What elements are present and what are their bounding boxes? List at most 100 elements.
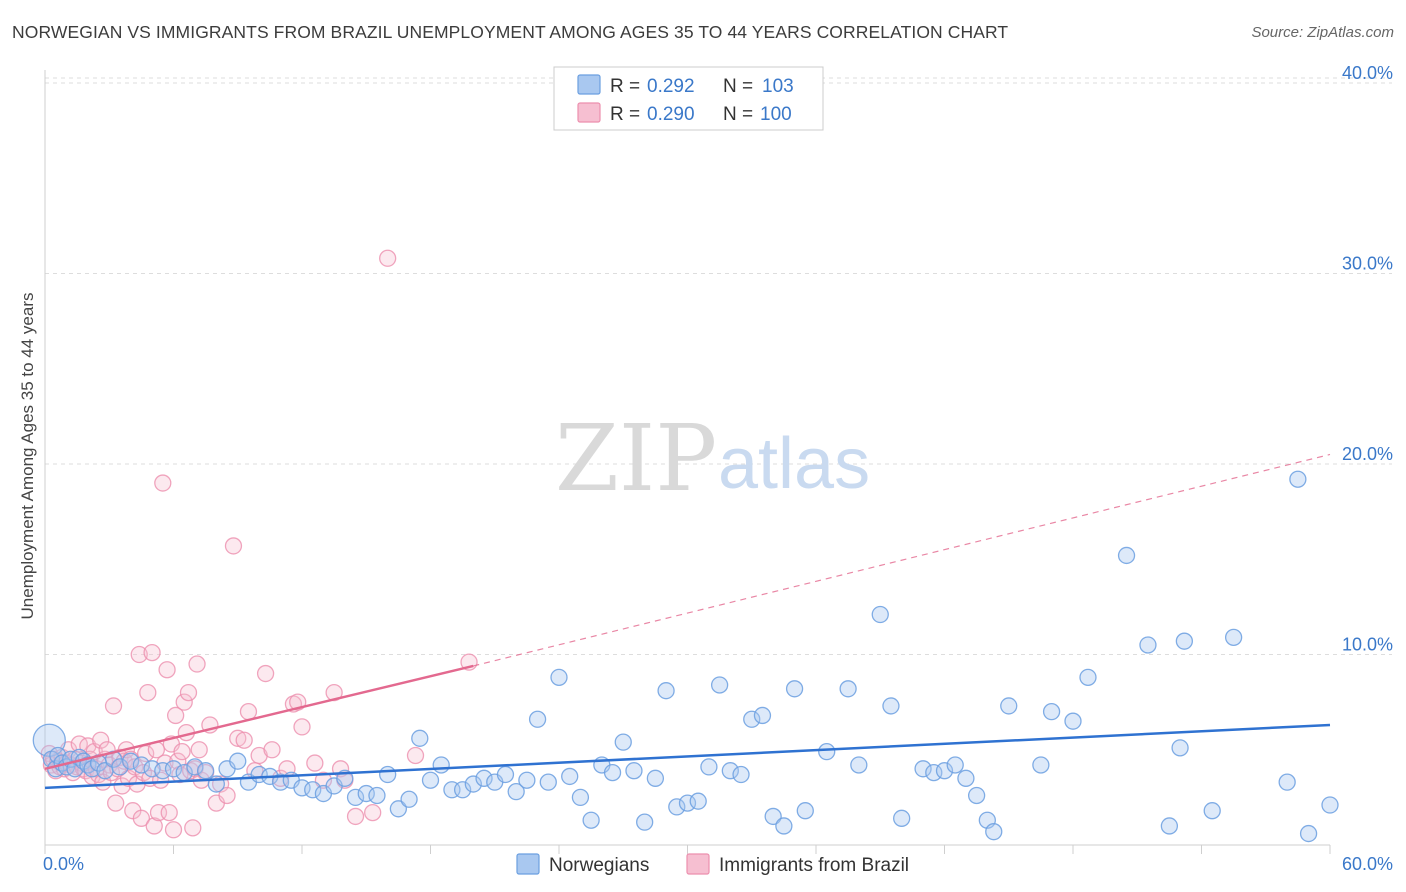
watermark-zip: ZIP	[555, 405, 717, 512]
norwegian-point	[561, 767, 579, 786]
norwegian-point	[411, 729, 429, 747]
norwegian-point	[689, 792, 707, 810]
brazil-point	[190, 741, 208, 759]
norwegian-point	[1000, 697, 1018, 715]
brazil-point	[314, 771, 333, 789]
norwegian-point	[293, 779, 311, 797]
norwegian-point	[668, 798, 686, 816]
trend-lines	[44, 453, 1331, 790]
norwegian-point	[122, 752, 140, 770]
norwegian-point	[710, 676, 729, 694]
grid-lines	[45, 77, 1392, 655]
brazil-trend-extension	[473, 453, 1331, 667]
norwegian-point	[893, 809, 911, 827]
series-legend: Norwegians Immigrants from Brazil	[516, 853, 909, 876]
norwegian-point	[421, 771, 440, 789]
norwegian-point	[732, 765, 750, 784]
brazil-point	[256, 664, 275, 683]
axes	[44, 70, 1331, 854]
norwegian-point	[646, 769, 665, 787]
y-tick-labels: 10.0% 20.0% 30.0% 40.0%	[1342, 63, 1393, 655]
x-tick-labels: 0.0% 60.0%	[43, 854, 1393, 874]
legend-r-value: 0.292	[647, 76, 695, 97]
norwegian-point	[946, 756, 964, 774]
brazil-point	[154, 474, 172, 492]
y-tick-label: 10.0%	[1342, 635, 1393, 655]
norwegian-point	[625, 762, 643, 780]
norwegian-point	[775, 817, 793, 835]
norwegian-point	[1278, 773, 1296, 791]
norwegian-point	[1175, 632, 1194, 650]
series-legend-label-norwegians: Norwegians	[549, 855, 649, 876]
brazil-point	[224, 537, 243, 555]
brazil-point	[235, 731, 253, 749]
legend-r-label: R =	[610, 104, 640, 125]
norwegian-point	[304, 781, 322, 799]
brazil-point	[188, 655, 206, 673]
norwegian-point	[1224, 628, 1243, 647]
norwegian-point	[357, 784, 375, 803]
norwegian-point	[550, 668, 568, 687]
legend-r-label: R =	[610, 76, 640, 97]
norwegian-point	[453, 781, 472, 799]
norwegian-point	[753, 706, 772, 725]
watermark-atlas: atlas	[718, 424, 870, 504]
legend-n-label: N =	[723, 104, 753, 125]
brazil-point	[218, 786, 236, 805]
norwegian-point	[743, 710, 761, 728]
norwegian-points	[32, 470, 1339, 843]
norwegian-point	[389, 800, 408, 818]
brazil-point	[271, 769, 290, 787]
legend-r-value: 0.290	[647, 104, 695, 125]
norwegian-point	[1299, 824, 1318, 843]
brazil-points	[40, 249, 478, 839]
series-legend-label-brazil: Immigrants from Brazil	[719, 855, 909, 876]
norwegian-point	[186, 758, 204, 776]
brazil-point	[143, 643, 161, 662]
brazil-point	[158, 661, 176, 679]
brazil-point	[239, 703, 258, 721]
legend-swatch-norwegians	[577, 74, 601, 95]
norwegian-point	[882, 697, 900, 715]
y-tick-label: 30.0%	[1342, 254, 1393, 274]
norwegian-point	[196, 762, 215, 780]
legend-swatch-brazil	[577, 102, 601, 123]
norwegian-point	[764, 807, 782, 826]
norwegian-point	[796, 802, 814, 820]
norwegian-point	[985, 823, 1003, 841]
legend-n-value: 100	[760, 104, 792, 125]
norwegian-trend-line	[44, 723, 1331, 790]
series-legend-swatch-norwegians	[516, 853, 540, 875]
norwegian-point	[914, 760, 932, 778]
legend-n-value: 103	[762, 76, 794, 97]
legend-n-label: N =	[723, 76, 753, 97]
norwegian-point	[1042, 703, 1061, 721]
brazil-point	[184, 819, 202, 837]
norwegian-point	[839, 680, 857, 698]
norwegian-point	[271, 773, 290, 791]
brazil-point	[229, 729, 247, 747]
norwegian-point	[657, 682, 675, 700]
norwegian-point	[957, 769, 975, 787]
brazil-point	[173, 743, 191, 761]
norwegian-point	[636, 813, 654, 831]
brazil-point	[104, 697, 123, 715]
norwegian-point	[464, 775, 482, 793]
norwegian-point	[1117, 546, 1136, 565]
brazil-point	[166, 706, 185, 725]
norwegian-point	[614, 733, 632, 751]
brazil-point	[107, 794, 125, 812]
brazil-point	[160, 803, 178, 822]
brazil-point	[293, 718, 311, 736]
chart-title: NORWEGIAN VS IMMIGRANTS FROM BRAZIL UNEM…	[12, 22, 1009, 42]
norwegian-point	[539, 773, 557, 791]
norwegian-point	[967, 786, 986, 805]
norwegian-point	[111, 758, 129, 776]
brazil-point	[175, 693, 193, 711]
norwegian-point	[1171, 739, 1189, 757]
brazil-point	[92, 731, 110, 749]
norwegian-point	[678, 794, 697, 812]
chart-source: Source: ZipAtlas.com	[1251, 24, 1394, 41]
norwegian-point	[346, 788, 365, 807]
